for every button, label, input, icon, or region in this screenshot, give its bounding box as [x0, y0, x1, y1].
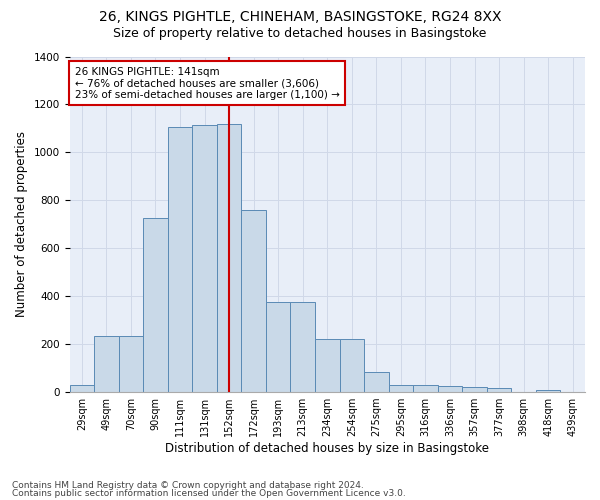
Bar — [119, 336, 143, 392]
Bar — [217, 124, 241, 392]
Bar — [143, 218, 168, 392]
Y-axis label: Number of detached properties: Number of detached properties — [15, 132, 28, 318]
Bar — [389, 385, 413, 392]
Bar — [70, 385, 94, 392]
Text: Contains HM Land Registry data © Crown copyright and database right 2024.: Contains HM Land Registry data © Crown c… — [12, 481, 364, 490]
Bar — [241, 210, 266, 392]
Bar — [364, 372, 389, 392]
Bar — [536, 390, 560, 392]
Bar — [192, 125, 217, 392]
Bar — [290, 302, 315, 392]
Bar — [462, 388, 487, 392]
Bar — [413, 385, 438, 392]
Bar — [438, 386, 462, 392]
Bar — [168, 127, 192, 392]
Text: 26, KINGS PIGHTLE, CHINEHAM, BASINGSTOKE, RG24 8XX: 26, KINGS PIGHTLE, CHINEHAM, BASINGSTOKE… — [99, 10, 501, 24]
Text: 26 KINGS PIGHTLE: 141sqm
← 76% of detached houses are smaller (3,606)
23% of sem: 26 KINGS PIGHTLE: 141sqm ← 76% of detach… — [74, 66, 340, 100]
Bar — [487, 388, 511, 392]
Bar — [94, 336, 119, 392]
Bar — [340, 340, 364, 392]
X-axis label: Distribution of detached houses by size in Basingstoke: Distribution of detached houses by size … — [165, 442, 489, 455]
Bar — [266, 302, 290, 392]
Bar — [315, 340, 340, 392]
Text: Contains public sector information licensed under the Open Government Licence v3: Contains public sector information licen… — [12, 488, 406, 498]
Text: Size of property relative to detached houses in Basingstoke: Size of property relative to detached ho… — [113, 28, 487, 40]
